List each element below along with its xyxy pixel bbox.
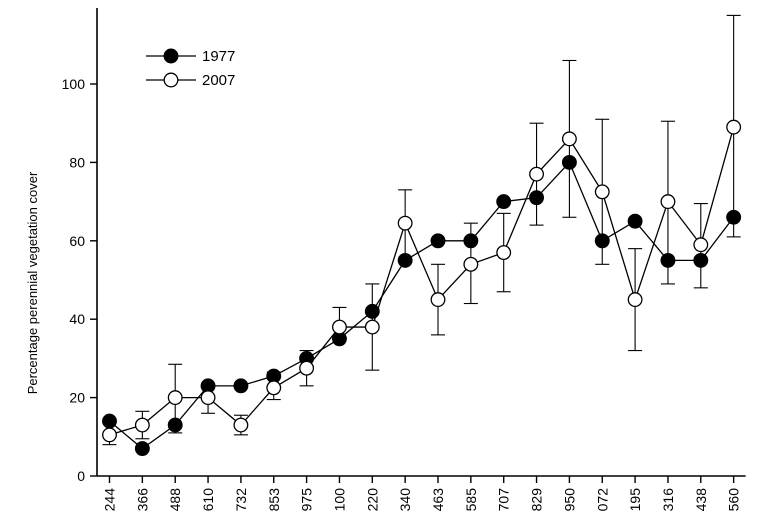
y-axis-label: Percentage perennial vegetation cover — [25, 171, 40, 394]
data-point-1977 — [594, 233, 610, 249]
y-tick-label: 0 — [77, 468, 85, 484]
data-point-2007 — [266, 380, 282, 396]
x-tick-label: 585 — [463, 488, 479, 512]
data-point-2007 — [430, 292, 446, 308]
data-point-2007 — [233, 417, 249, 433]
data-point-1977 — [496, 194, 512, 210]
x-axis-ticks: 244 366 488 610 732 853 975 100 220 340 463 585 707 8… — [102, 476, 742, 511]
data-point-2007 — [660, 194, 676, 210]
x-tick-label: 829 — [529, 488, 545, 512]
y-axis-ticks: 0 20 40 60 80 100 — [62, 76, 97, 484]
x-tick-label: 853 — [266, 488, 282, 512]
y-tick-label: 40 — [69, 311, 85, 327]
series-line-1977 — [109, 161, 735, 450]
data-point-1977 — [364, 303, 380, 319]
data-point-2007 — [496, 245, 512, 261]
data-point-2007 — [397, 215, 413, 231]
legend-label-1977: 1977 — [202, 48, 235, 65]
data-point-1977 — [561, 154, 577, 170]
data-point-2007 — [463, 256, 479, 272]
data-point-1977 — [430, 233, 446, 249]
legend-marker-2007 — [163, 72, 179, 88]
data-point-1977 — [660, 252, 676, 268]
axes — [96, 8, 746, 477]
x-tick-label: 195 — [627, 488, 643, 512]
data-point-2007 — [594, 184, 610, 200]
x-tick-label: 463 — [430, 488, 446, 512]
data-points — [102, 119, 742, 457]
x-tick-label: 100 — [331, 488, 347, 512]
x-tick-label: 366 — [134, 488, 150, 512]
data-point-1977 — [167, 417, 183, 433]
data-point-2007 — [134, 417, 150, 433]
data-point-1977 — [233, 378, 249, 394]
x-tick-label: 316 — [660, 488, 676, 512]
data-point-2007 — [627, 292, 643, 308]
legend-label-2007: 2007 — [202, 72, 235, 89]
data-point-1977 — [693, 252, 709, 268]
data-point-2007 — [529, 166, 545, 182]
legend-marker-1977 — [163, 48, 179, 64]
data-point-2007 — [364, 319, 380, 335]
x-tick-label: 560 — [726, 488, 742, 512]
data-point-2007 — [726, 119, 742, 135]
data-point-2007 — [299, 360, 315, 376]
y-tick-label: 60 — [69, 233, 85, 249]
data-point-1977 — [102, 413, 117, 429]
x-tick-label: 610 — [200, 488, 216, 512]
x-tick-label: 072 — [594, 488, 610, 512]
x-tick-label: 488 — [167, 488, 183, 512]
data-point-1977 — [529, 190, 545, 206]
x-tick-label: 438 — [693, 488, 709, 512]
error-bars — [102, 14, 741, 446]
data-point-1977 — [463, 233, 479, 249]
data-point-1977 — [627, 213, 643, 229]
y-tick-label: 20 — [69, 390, 85, 406]
x-tick-label: 950 — [561, 488, 577, 512]
x-tick-label: 220 — [364, 488, 380, 512]
data-point-1977 — [134, 441, 150, 457]
data-point-2007 — [102, 427, 117, 443]
x-tick-label: 340 — [397, 488, 413, 512]
x-tick-label: 244 — [102, 488, 118, 512]
y-tick-label: 80 — [69, 154, 85, 170]
data-point-2007 — [200, 390, 216, 406]
data-point-2007 — [561, 131, 577, 147]
x-tick-label: 732 — [233, 488, 249, 512]
data-point-1977 — [726, 209, 742, 225]
legend: 1977 2007 — [146, 48, 235, 89]
data-point-2007 — [332, 319, 347, 335]
x-tick-label: 707 — [496, 488, 512, 512]
data-point-2007 — [693, 237, 709, 253]
data-point-2007 — [167, 390, 183, 406]
x-tick-label: 975 — [299, 488, 315, 512]
y-tick-label: 100 — [62, 76, 86, 92]
data-point-1977 — [397, 252, 413, 268]
